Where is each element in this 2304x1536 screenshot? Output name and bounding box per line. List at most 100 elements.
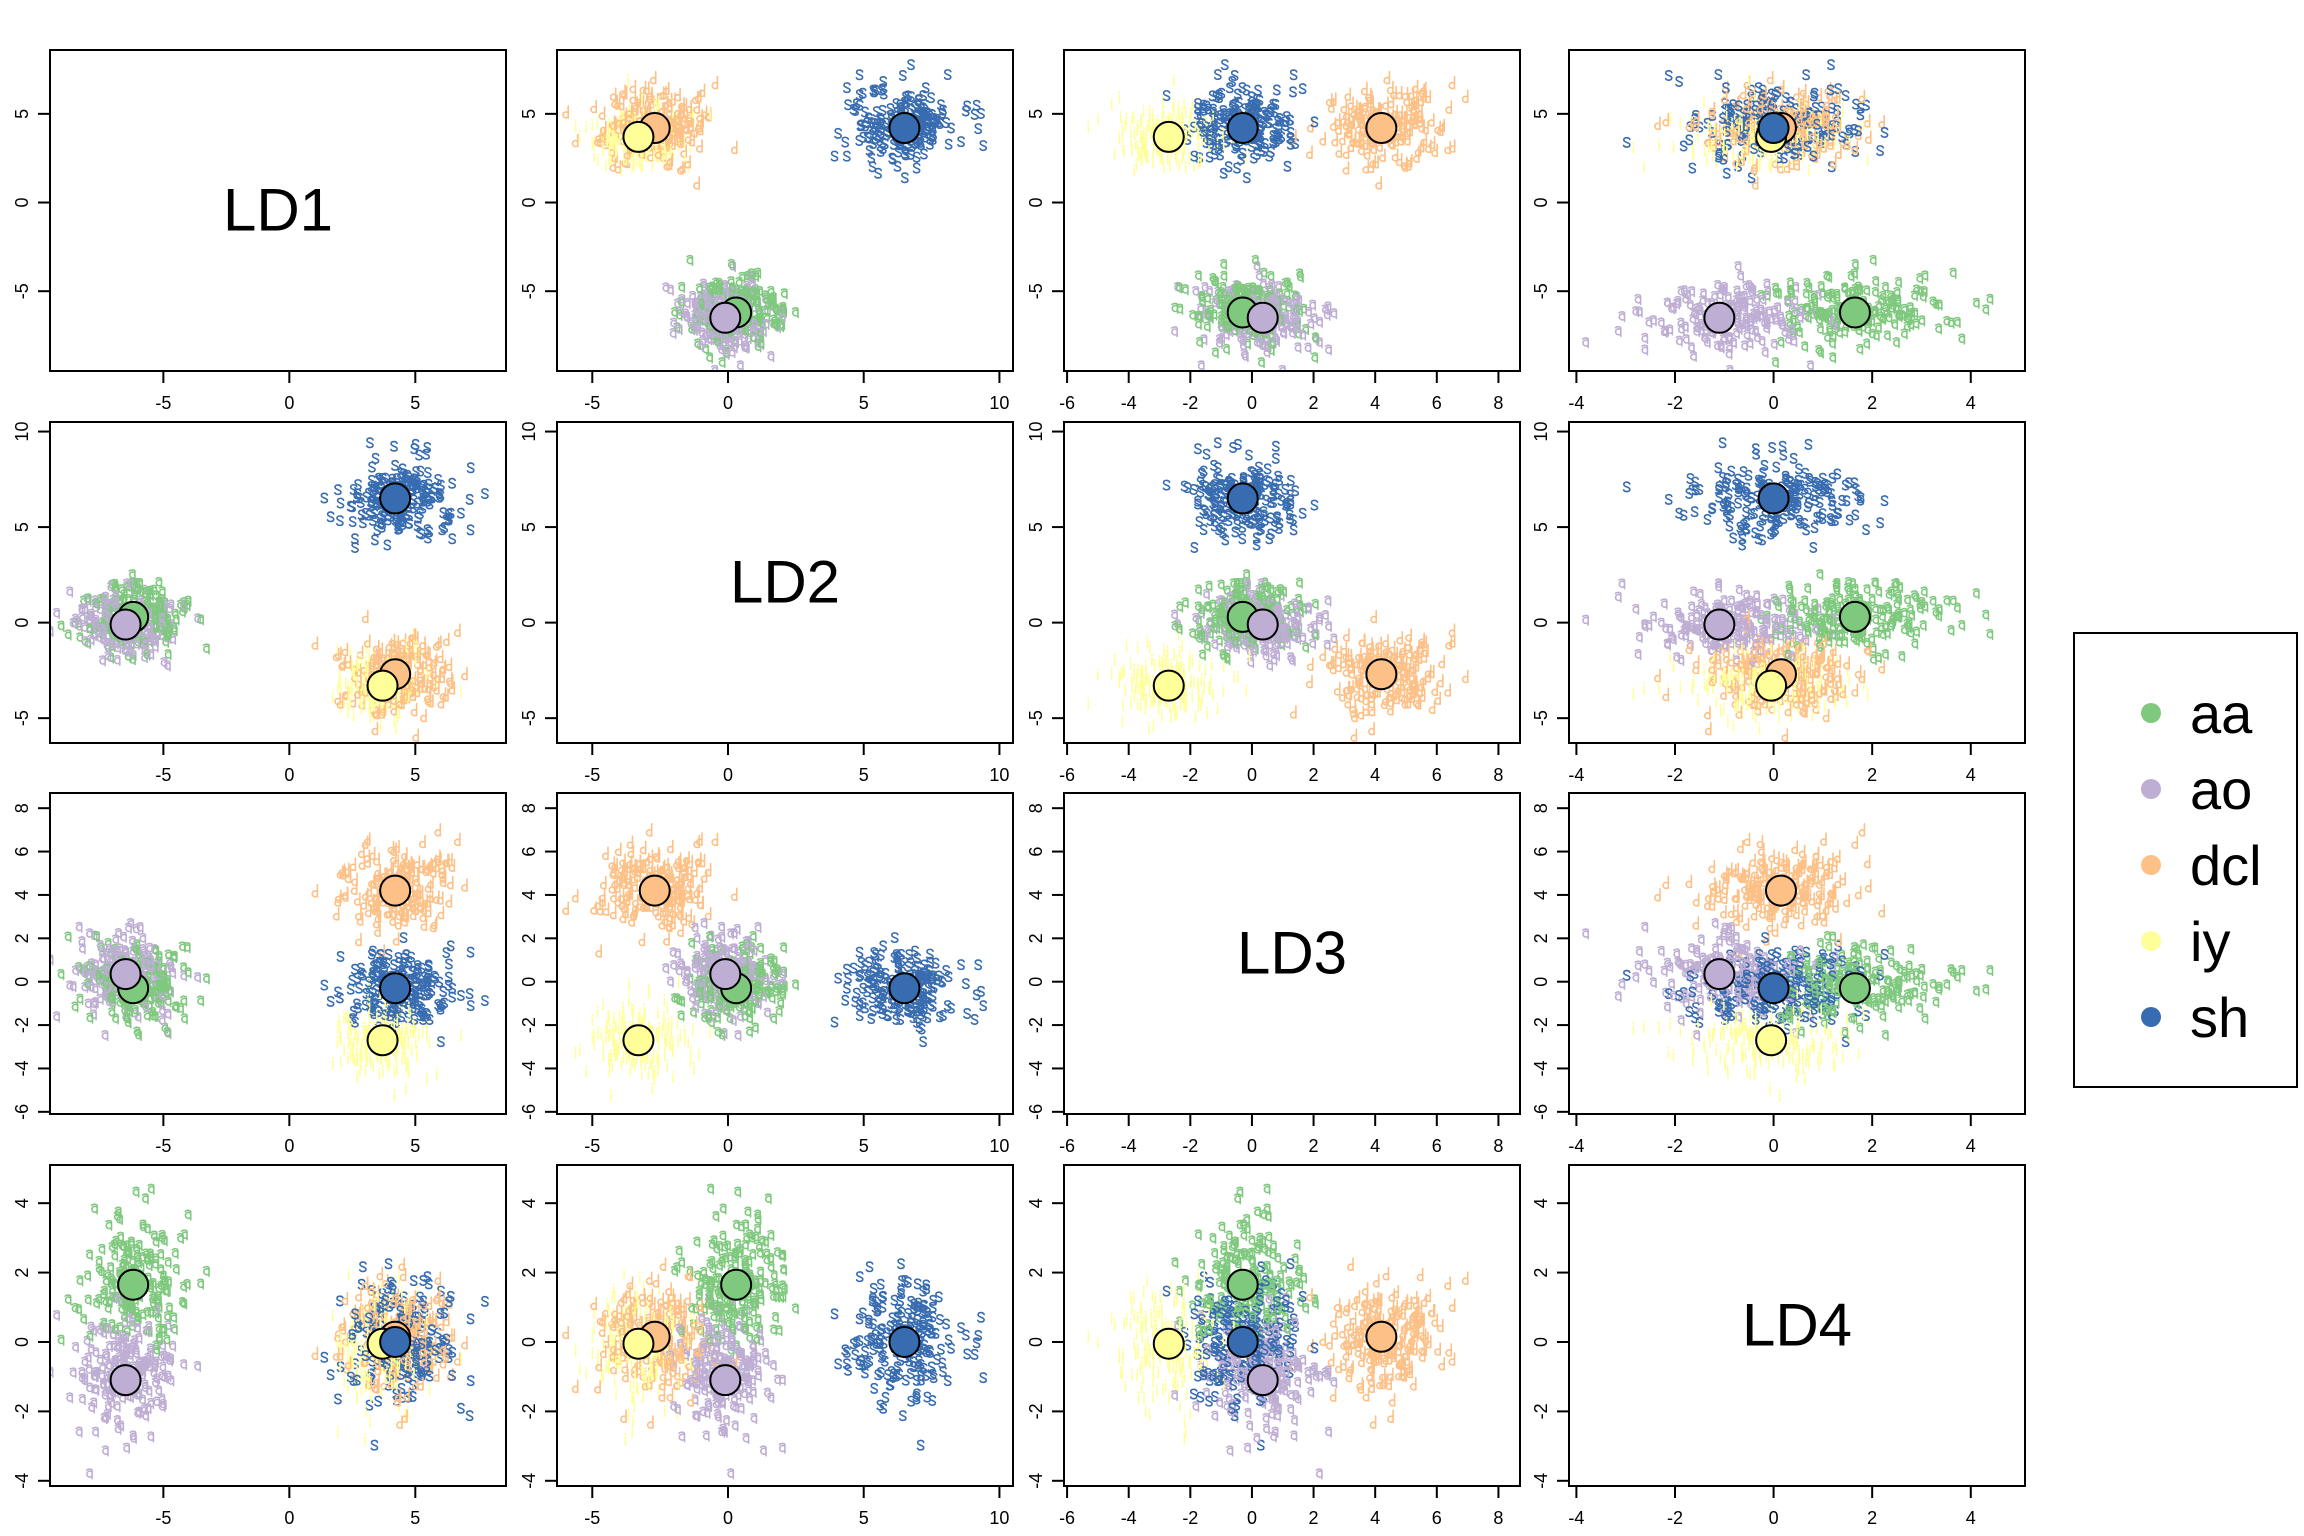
point-dcl (1878, 115, 1885, 129)
point-aa (1892, 337, 1900, 349)
point-dcl (1653, 116, 1661, 131)
point-sh (830, 150, 839, 162)
y-tick-label: 0 (1531, 198, 1551, 208)
x-tick-label: -4 (1568, 393, 1584, 413)
y-tick-label: 5 (12, 522, 32, 532)
y-tick-label: 0 (519, 618, 539, 628)
point-dcl (419, 708, 427, 723)
y-tick-label: 0 (1026, 198, 1046, 208)
x-tick-label: -4 (1121, 393, 1137, 413)
point-sh (1189, 483, 1198, 495)
point-dcl (453, 623, 461, 638)
point-dcl (1662, 113, 1670, 127)
point-sh (1194, 443, 1202, 455)
point-dcl (399, 633, 407, 648)
point-dcl (646, 89, 654, 104)
point-dcl (571, 133, 579, 148)
y-axis: -5 0 5 10 (12, 422, 50, 726)
y-axis: -5 0 5 (519, 109, 557, 299)
point-dcl (1401, 86, 1409, 101)
point-dcl (1438, 654, 1445, 669)
point-dcl (442, 632, 450, 647)
point-dcl (1864, 130, 1872, 144)
point-sh (1220, 59, 1229, 71)
point-dcl (1427, 113, 1435, 127)
point-dcl (1360, 81, 1368, 96)
point-sh (1880, 126, 1889, 138)
point-dcl (1342, 145, 1350, 160)
point-aa (1251, 254, 1259, 267)
point-dcl (432, 637, 440, 651)
point-sh (1210, 459, 1218, 471)
point-sh (919, 148, 928, 160)
points (562, 59, 988, 371)
point-sh (927, 92, 935, 104)
centroid-ao (709, 301, 742, 334)
point-sh (1802, 69, 1810, 81)
point-sh (1254, 461, 1263, 473)
point-dcl (371, 721, 379, 736)
point-aa (791, 307, 799, 319)
x-tick-label: 0 (1247, 393, 1257, 413)
point-dcl (1354, 647, 1362, 662)
centroid-iy (1152, 120, 1185, 153)
point-ao (1641, 344, 1649, 356)
y-tick-label: -5 (519, 710, 539, 726)
x-tick-label: 0 (723, 765, 733, 785)
point-dcl (695, 139, 703, 153)
point-dcl (1461, 669, 1469, 684)
point-aa (1816, 324, 1824, 336)
y-tick-label: 0 (12, 618, 32, 628)
x-tick-label: 6 (1432, 393, 1442, 413)
centroid-iy (622, 120, 655, 153)
point-aa (1872, 276, 1880, 288)
panel-LD1-vs-LD4: -4 -2 0 2 4 -5 0 5 (1531, 49, 2026, 413)
point-dcl (1858, 89, 1866, 104)
point-sh (422, 448, 431, 460)
point-aa (1257, 357, 1265, 369)
point-sh (1664, 69, 1673, 81)
point-sh (1298, 83, 1307, 95)
x-tick-label: 2 (1309, 393, 1319, 413)
point-aa (1871, 286, 1879, 299)
y-tick-label: 10 (519, 422, 539, 442)
point-sh (390, 440, 398, 452)
point-aa (1891, 319, 1899, 331)
point-sh (842, 82, 851, 94)
point-ao (1202, 588, 1210, 601)
point-sh (391, 459, 399, 471)
x-tick-label: 10 (989, 765, 1009, 785)
point-dcl (410, 702, 418, 717)
point-aa (1211, 347, 1219, 359)
point-ao (1634, 293, 1642, 306)
panel-LD1-vs-LD2: -5 0 5 10 -5 0 5 (519, 49, 1014, 413)
y-tick-label: -5 (519, 283, 539, 299)
point-sh (1876, 145, 1884, 157)
point-sh (368, 461, 376, 473)
point-sh (1289, 86, 1297, 98)
panel-frame (1063, 49, 1521, 372)
point-sh (1162, 90, 1171, 102)
point-dcl (311, 636, 319, 650)
point-ao (1641, 332, 1649, 345)
points (1087, 59, 1469, 371)
point-aa (1894, 276, 1902, 289)
point-ao (1294, 342, 1302, 354)
point-dcl (1370, 609, 1377, 624)
point-ao (1806, 360, 1814, 371)
point-aa (1181, 284, 1189, 296)
point-dcl (693, 176, 701, 190)
point-dcl (678, 159, 686, 174)
point-sh (1688, 162, 1697, 174)
point-dcl (1703, 132, 1711, 147)
y-axis: -5 0 5 10 (519, 422, 557, 726)
point-sh (1714, 69, 1723, 81)
point-aa (1986, 293, 1994, 305)
point-dcl (1418, 84, 1426, 98)
point-sh (1237, 153, 1245, 165)
point-dcl (1863, 114, 1871, 128)
point-ao (1740, 340, 1748, 352)
point-dcl (1381, 96, 1389, 110)
point-dcl (1405, 645, 1413, 659)
